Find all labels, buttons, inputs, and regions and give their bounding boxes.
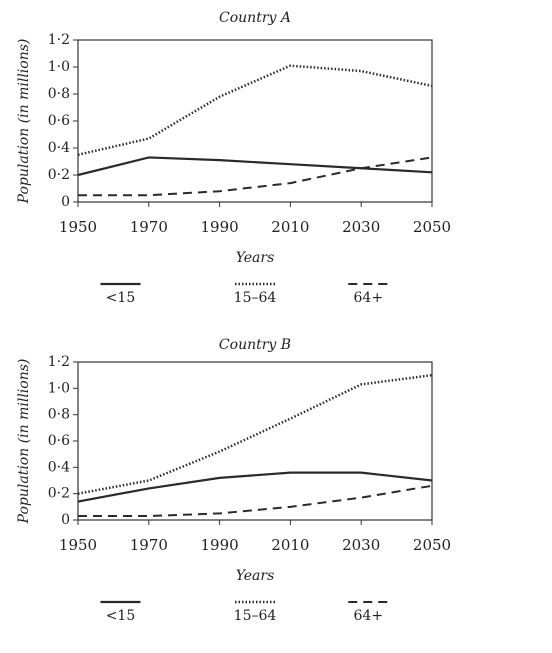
x-axis-label: Years bbox=[236, 568, 275, 584]
legend-label: 15–64 bbox=[234, 608, 277, 624]
y-tick-label: 0·2 bbox=[48, 167, 70, 183]
x-tick-label: 2010 bbox=[271, 536, 309, 554]
series-line bbox=[77, 156, 433, 177]
x-tick-label: 1950 bbox=[59, 218, 97, 236]
chart-title: Country A bbox=[219, 10, 291, 26]
chart-title: Country B bbox=[219, 337, 291, 353]
y-tick-label: 1·0 bbox=[48, 380, 70, 396]
y-axis-label: Population (in millions) bbox=[16, 39, 32, 205]
y-tick-label: 0 bbox=[61, 512, 70, 528]
y-tick-label: 0·4 bbox=[48, 140, 70, 156]
series-line bbox=[77, 471, 433, 503]
y-tick-label: 0·6 bbox=[48, 113, 70, 129]
plot-frame bbox=[77, 39, 433, 203]
y-tick-label: 0·8 bbox=[48, 407, 70, 423]
y-tick-label: 1·2 bbox=[48, 32, 70, 48]
x-tick-label: 1950 bbox=[59, 536, 97, 554]
x-tick-label: 1990 bbox=[201, 536, 239, 554]
legend-label: 15–64 bbox=[234, 290, 277, 306]
legend-label: 64+ bbox=[354, 290, 384, 306]
legend-label: <15 bbox=[106, 608, 136, 624]
x-axis-label: Years bbox=[236, 250, 275, 266]
y-tick-label: 0·6 bbox=[48, 433, 70, 449]
x-tick-label: 1990 bbox=[201, 218, 239, 236]
y-tick-label: 1·0 bbox=[48, 59, 70, 75]
y-tick-label: 0·4 bbox=[48, 459, 70, 475]
series-line bbox=[77, 64, 433, 156]
x-tick-label: 2010 bbox=[271, 218, 309, 236]
y-tick-label: 0·8 bbox=[48, 86, 70, 102]
y-tick-label: 0 bbox=[61, 194, 70, 210]
y-tick-label: 1·2 bbox=[48, 354, 70, 370]
y-tick-label: 0·2 bbox=[48, 486, 70, 502]
series-line bbox=[77, 373, 433, 495]
series-line bbox=[78, 484, 433, 518]
y-axis-label: Population (in millions) bbox=[16, 359, 32, 525]
plot-frame bbox=[77, 361, 433, 521]
x-tick-label: 1970 bbox=[130, 536, 168, 554]
x-tick-label: 2050 bbox=[413, 536, 451, 554]
x-tick-label: 2030 bbox=[342, 536, 380, 554]
x-tick-label: 2050 bbox=[413, 218, 451, 236]
x-tick-label: 1970 bbox=[130, 218, 168, 236]
legend-label: <15 bbox=[106, 290, 136, 306]
x-tick-label: 2030 bbox=[342, 218, 380, 236]
legend-label: 64+ bbox=[354, 608, 384, 624]
